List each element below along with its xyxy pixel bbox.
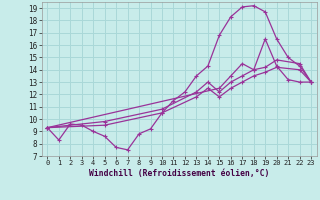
X-axis label: Windchill (Refroidissement éolien,°C): Windchill (Refroidissement éolien,°C): [89, 169, 269, 178]
